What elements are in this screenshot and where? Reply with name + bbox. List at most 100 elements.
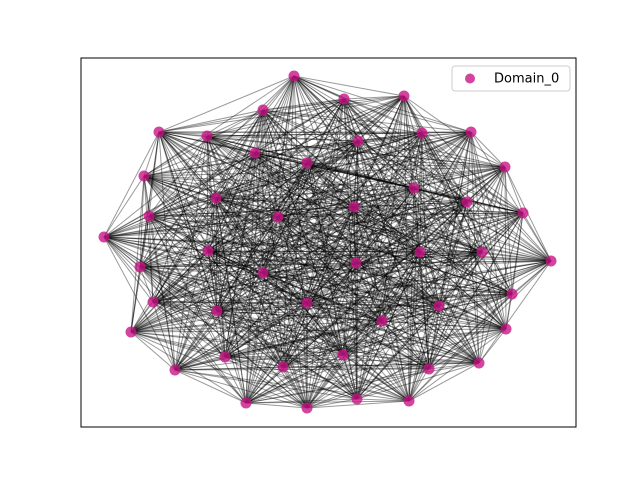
edge <box>282 320 383 368</box>
edge <box>158 98 345 133</box>
edge <box>413 187 507 330</box>
edge <box>158 131 355 208</box>
edge <box>343 98 358 400</box>
edge <box>139 175 145 268</box>
edge <box>262 272 358 400</box>
edge <box>158 131 430 370</box>
edge <box>355 262 358 400</box>
edge <box>130 328 507 333</box>
edge <box>130 201 468 333</box>
edge <box>428 201 468 370</box>
edge <box>381 131 472 322</box>
edge <box>174 95 405 371</box>
edge <box>130 98 345 333</box>
edge <box>306 251 421 304</box>
edge <box>148 131 160 217</box>
edge <box>356 132 423 400</box>
edge <box>254 152 355 208</box>
edge <box>174 272 264 371</box>
edge <box>207 250 552 262</box>
edge <box>356 398 410 402</box>
edge <box>245 293 513 404</box>
edge <box>103 212 524 238</box>
edge <box>306 162 358 400</box>
edge <box>262 272 344 356</box>
edge <box>403 95 423 134</box>
edge <box>421 132 430 370</box>
edge <box>103 140 359 238</box>
edge <box>174 262 357 371</box>
edge <box>174 201 468 371</box>
edge <box>306 260 552 409</box>
edge <box>139 95 405 268</box>
node <box>153 126 165 138</box>
edge <box>207 250 357 264</box>
edge <box>413 187 440 307</box>
edge <box>143 175 209 252</box>
edge <box>408 166 506 402</box>
legend: Domain_0 <box>451 65 571 92</box>
edge <box>357 140 507 330</box>
edge <box>357 140 552 262</box>
edge <box>130 175 145 333</box>
edge <box>103 236 218 312</box>
edge <box>158 131 383 322</box>
edge <box>306 166 506 304</box>
edge <box>152 301 226 358</box>
edge <box>216 187 415 312</box>
edge <box>254 98 345 154</box>
edge <box>103 132 423 238</box>
edge <box>206 135 226 358</box>
edge <box>419 201 468 253</box>
edge <box>143 166 506 177</box>
edge <box>421 132 480 364</box>
edge <box>293 75 405 97</box>
edge <box>130 251 421 333</box>
edge <box>215 197 524 214</box>
edge <box>224 260 552 358</box>
edge <box>343 98 421 253</box>
edge <box>174 369 247 404</box>
edge <box>306 251 483 304</box>
edge <box>306 162 483 253</box>
edge <box>356 166 506 400</box>
edge <box>254 152 410 402</box>
edge <box>152 301 176 371</box>
edge <box>224 251 483 358</box>
edge <box>174 369 410 402</box>
edge <box>152 293 513 303</box>
edge <box>174 109 264 371</box>
edge <box>353 206 357 264</box>
edge <box>355 262 513 295</box>
edge <box>139 266 513 295</box>
node <box>416 127 428 139</box>
edge <box>224 320 383 358</box>
edge <box>152 135 208 303</box>
edge <box>356 95 405 400</box>
edge <box>206 135 279 218</box>
edge <box>207 187 415 252</box>
edge <box>158 109 264 133</box>
edge <box>215 197 480 364</box>
edge <box>254 140 359 154</box>
edge <box>357 140 468 203</box>
edge <box>152 132 423 303</box>
edge <box>470 131 483 253</box>
edge <box>215 197 421 253</box>
edge <box>403 95 468 203</box>
edge <box>152 301 383 322</box>
edge <box>215 131 472 199</box>
edge <box>262 109 430 370</box>
edge <box>245 328 507 404</box>
edge <box>152 95 405 303</box>
edge <box>206 135 264 274</box>
edge <box>306 95 405 304</box>
edge <box>306 140 359 304</box>
edge <box>148 135 208 217</box>
node <box>249 147 261 159</box>
edge <box>306 305 440 409</box>
edge <box>306 206 355 304</box>
edge <box>143 135 208 177</box>
edge <box>353 206 552 262</box>
edge <box>103 131 160 238</box>
